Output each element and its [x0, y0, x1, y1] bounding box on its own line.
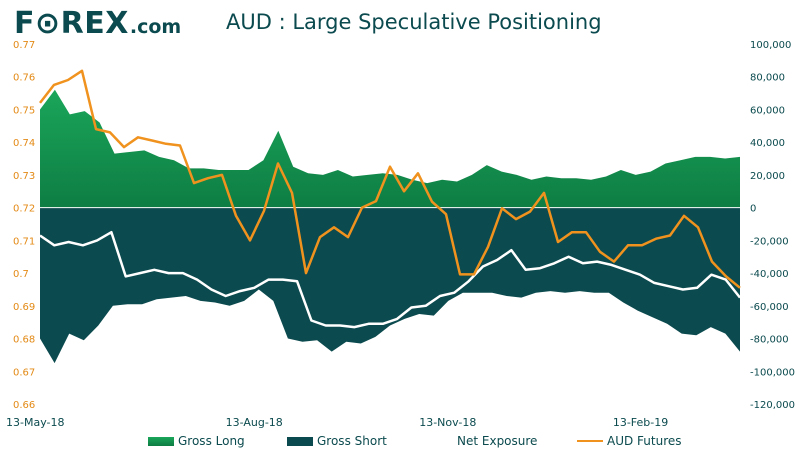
series-net-exposure-line	[39, 230, 741, 329]
logo-text: F⊙REX	[14, 6, 129, 41]
left-tick-label: 0.69	[13, 302, 35, 313]
legend-item-gross-long: Gross Long	[148, 434, 245, 448]
series-gross-short-area	[40, 207, 740, 364]
right-tick-label: -20,000	[750, 236, 789, 247]
forex-logo: F⊙REX .com	[14, 6, 181, 42]
left-tick-label: 0.75	[13, 105, 35, 116]
left-tick-label: 0.7	[13, 269, 29, 280]
chart-title: AUD : Large Speculative Positioning	[226, 10, 602, 34]
left-tick-label: 0.66	[13, 400, 35, 411]
right-tick-label: -120,000	[750, 400, 795, 411]
legend-item-aud-futures: AUD Futures	[577, 434, 682, 448]
legend-label: Net Exposure	[457, 434, 538, 448]
right-tick-label: -100,000	[750, 367, 795, 378]
legend-label: Gross Long	[178, 434, 245, 448]
left-tick-label: 0.76	[13, 73, 35, 84]
legend: Gross Long Gross Short Net Exposure AUD …	[0, 434, 800, 454]
right-tick-label: 100,000	[750, 40, 791, 51]
left-tick-label: 0.71	[13, 236, 35, 247]
left-tick-label: 0.77	[13, 40, 35, 51]
legend-item-gross-short: Gross Short	[287, 434, 387, 448]
left-tick-label: 0.67	[13, 367, 35, 378]
series-gross-long-area	[40, 89, 740, 208]
right-tick-label: -80,000	[750, 335, 789, 346]
x-axis: 13-May-18 13-Aug-18 13-Nov-18 13-Feb-19	[6, 416, 668, 429]
left-tick-label: 0.68	[13, 335, 35, 346]
left-tick-label: 0.72	[13, 204, 35, 215]
legend-label: AUD Futures	[607, 434, 682, 448]
x-tick-label: 13-Aug-18	[226, 416, 283, 429]
left-axis: 0.77 0.76 0.75 0.74 0.73 0.72 0.71 0.7 0.69 0.68 0…	[13, 40, 35, 411]
series-aud-futures-line	[39, 69, 741, 289]
legend-swatch-gross-short	[287, 436, 313, 446]
x-tick-label: 13-Nov-18	[419, 416, 476, 429]
x-tick-label: 13-Feb-19	[613, 416, 668, 429]
legend-swatch-gross-long	[148, 436, 174, 446]
right-tick-label: 60,000	[750, 105, 785, 116]
right-axis: 100,000 80,000 60,000 40,000 20,000 0 -20,000 -…	[750, 40, 795, 411]
legend-swatch-aud-futures	[577, 440, 603, 442]
legend-swatch-net-exposure	[427, 440, 453, 442]
legend-item-net-exposure: Net Exposure	[427, 434, 537, 448]
legend-label: Gross Short	[317, 434, 387, 448]
right-tick-label: 20,000	[750, 171, 785, 182]
x-tick-label: 13-May-18	[6, 416, 64, 429]
right-tick-label: -40,000	[750, 269, 789, 280]
left-tick-label: 0.74	[13, 138, 35, 149]
left-tick-label: 0.73	[13, 171, 35, 182]
right-tick-label: -60,000	[750, 302, 789, 313]
right-tick-label: 40,000	[750, 138, 785, 149]
right-tick-label: 0	[750, 204, 756, 215]
logo-suffix: .com	[129, 16, 182, 38]
right-tick-label: 80,000	[750, 73, 785, 84]
